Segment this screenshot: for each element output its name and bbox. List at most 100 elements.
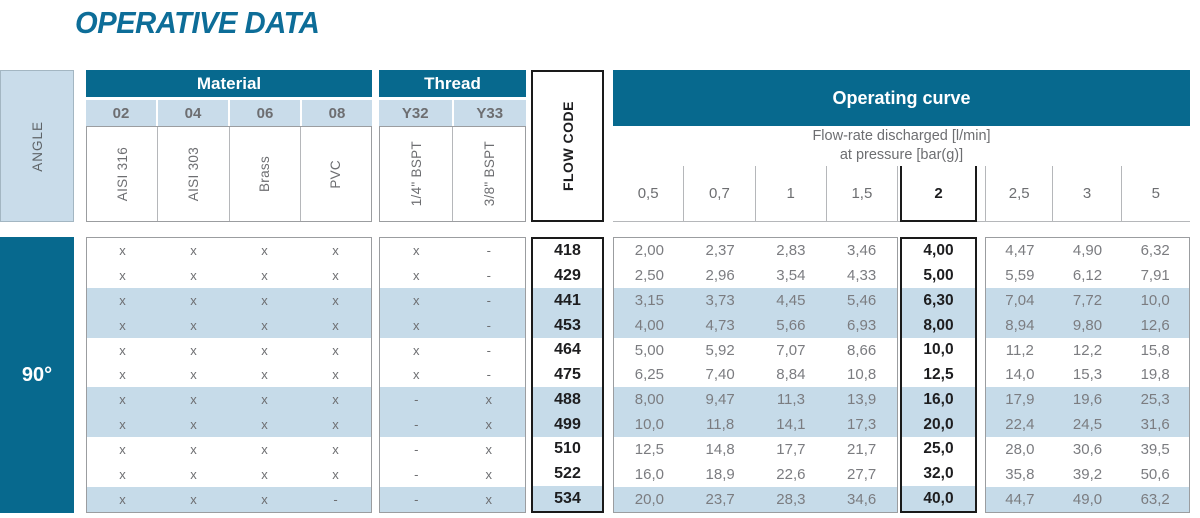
flow-value-highlighted-cell: 10,0 xyxy=(923,341,954,359)
table-row: 10,0 xyxy=(902,338,975,363)
flow-value-cell: 5,00 xyxy=(634,341,664,359)
thread-mark-cell: - xyxy=(414,492,419,508)
thread-banner: Thread xyxy=(379,70,526,97)
table-row: 12,5 xyxy=(902,363,975,388)
flow-code-cell: 441 xyxy=(554,291,581,309)
flow-value-cell: 2,96 xyxy=(705,266,735,284)
subtitle-line-2: at pressure [bar(g)] xyxy=(839,147,964,163)
flow-value-cell: 39,2 xyxy=(1072,466,1103,484)
flow-value-cell: 2,37 xyxy=(705,241,735,259)
material-mark-cell: x xyxy=(119,492,126,508)
table-row: 418 xyxy=(533,239,602,264)
material-mark-cell: x xyxy=(190,367,197,383)
material-name-cell-label: AISI 316 xyxy=(114,146,130,202)
flow-code-cell: 510 xyxy=(554,440,581,458)
material-mark-cell: x xyxy=(261,292,268,308)
table-row: 429 xyxy=(533,264,602,289)
operative-data-table: ANGLE 90° Material 02 04 06 08 AISI 316 AISI… xyxy=(0,70,1190,513)
material-mark-cell: x xyxy=(190,292,197,308)
table-row: -x xyxy=(380,412,525,438)
material-mark-cell: x xyxy=(261,417,268,433)
spacer xyxy=(0,222,74,237)
material-mark-cell: x xyxy=(261,317,268,333)
thread-mark-cell: x xyxy=(413,242,420,258)
flow-value-cell: 13,9 xyxy=(847,391,877,409)
pressure-cell: 3 xyxy=(1053,166,1122,222)
table-row: x- xyxy=(380,263,525,288)
material-column-group: Material 02 04 06 08 AISI 316 AISI 303 Brass P… xyxy=(86,70,372,513)
flow-value-cell: 28,0 xyxy=(1005,441,1035,459)
pressure-cell: 1 xyxy=(755,166,827,222)
material-mark-cell: x xyxy=(261,242,268,258)
table-row: 32,0 xyxy=(902,462,975,487)
flow-value-cell: 3,73 xyxy=(705,291,735,309)
material-mark-cell: x xyxy=(190,242,197,258)
material-mark-cell: x xyxy=(190,317,197,333)
flow-value-cell: 12,2 xyxy=(1072,341,1103,359)
material-mark-cell: x xyxy=(332,317,339,333)
thread-mark-cell: - xyxy=(486,242,491,258)
table-row: 6,30 xyxy=(902,288,975,314)
flow-code-cell: 429 xyxy=(554,267,581,285)
table-row: 16,0 18,9 22,6 27,7 xyxy=(614,462,897,487)
operating-curve-header: Operating curve Flow-rate discharged [l/… xyxy=(613,70,1190,222)
material-mark-cell: x xyxy=(119,367,126,383)
material-mark-cell: x xyxy=(119,317,126,333)
thread-mark-cell: x xyxy=(413,292,420,308)
flow-value-cell: 4,33 xyxy=(847,266,877,284)
thread-mark-cell: x xyxy=(413,342,420,358)
table-row: 2,00 2,37 2,83 3,46 xyxy=(614,238,897,263)
table-row: 22,4 24,5 31,6 xyxy=(986,412,1189,438)
material-mark-cell: x xyxy=(332,242,339,258)
material-mark-cell: x xyxy=(119,417,126,433)
material-mark-cell: x xyxy=(261,467,268,483)
material-name-cell-label: Brass xyxy=(257,155,273,192)
pressure-filler xyxy=(977,166,985,222)
flow-code-cell: 534 xyxy=(554,489,581,507)
flow-value-highlighted-cell: 20,0 xyxy=(923,415,954,433)
thread-name-cell: 1/4" BSPT xyxy=(380,127,453,221)
table-row: 488 xyxy=(533,387,602,413)
flow-value-cell: 14,0 xyxy=(1005,366,1035,384)
pressure-cell: 0,7 xyxy=(684,166,756,222)
flow-value-cell: 35,8 xyxy=(1005,466,1035,484)
table-row: 5,59 6,12 7,91 xyxy=(986,263,1189,288)
table-row: 2,50 2,96 3,54 4,33 xyxy=(614,263,897,288)
flow-value-cell: 12,5 xyxy=(634,441,664,459)
table-row: 8,94 9,80 12,6 xyxy=(986,312,1189,338)
flow-value-cell: 6,12 xyxy=(1072,266,1103,284)
flow-value-cell: 9,47 xyxy=(705,391,735,409)
material-banner: Material xyxy=(86,70,372,97)
thread-header: Thread Y32 Y33 1/4" BSPT 3/8" BSPT xyxy=(379,70,526,222)
material-mark-cell: x xyxy=(119,292,126,308)
material-code-cell: 06 xyxy=(230,100,302,126)
thread-mark-cell: - xyxy=(486,317,491,333)
thread-name-cell-label: 3/8" BSPT xyxy=(481,141,497,207)
material-mark-cell: x xyxy=(190,417,197,433)
thread-mark-cell: - xyxy=(486,367,491,383)
material-mark-cell: x xyxy=(119,342,126,358)
thread-mark-cell: x xyxy=(413,317,420,333)
flow-value-highlighted-cell: 16,0 xyxy=(923,390,954,408)
table-row: 522 xyxy=(533,462,602,487)
flow-value-cell: 16,0 xyxy=(634,466,664,484)
material-name-cell-label: AISI 303 xyxy=(185,146,201,202)
material-name-cell-label: PVC xyxy=(328,159,344,189)
material-mark-cell: x xyxy=(119,392,126,408)
flow-value-cell: 28,3 xyxy=(776,491,806,509)
thread-mark-cell: - xyxy=(414,467,419,483)
table-row: x- xyxy=(380,287,525,313)
table-row: 464 xyxy=(533,338,602,363)
flow-value-cell: 17,7 xyxy=(776,441,806,459)
flow-value-cell: 30,6 xyxy=(1072,441,1103,459)
material-mark-cell: x xyxy=(261,267,268,283)
flow-code-header-label: FLOW CODE xyxy=(559,100,576,192)
thread-mark-cell: x xyxy=(485,467,493,483)
table-row: 44,7 49,0 63,2 xyxy=(986,487,1189,512)
